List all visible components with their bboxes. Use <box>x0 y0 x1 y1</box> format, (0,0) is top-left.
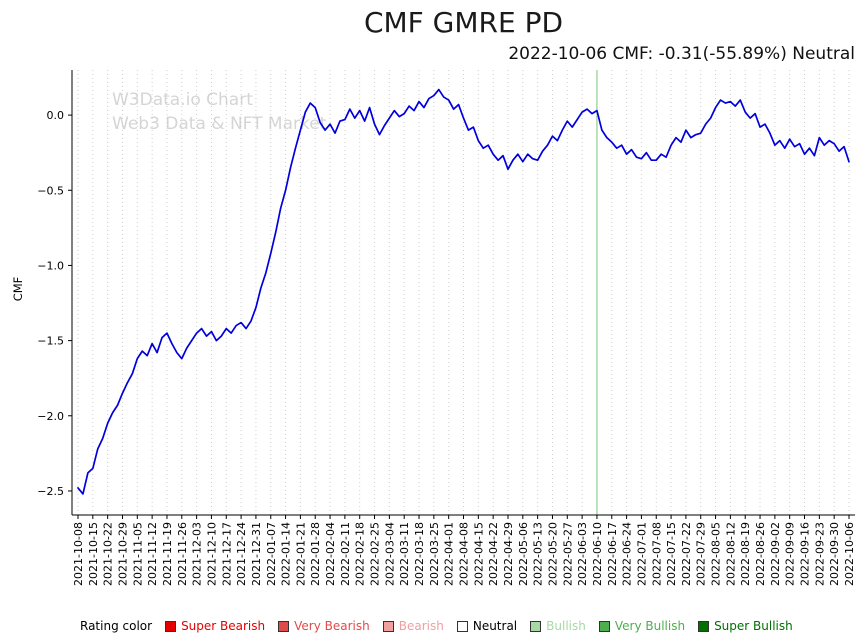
x-tick-label: 2022-04-22 <box>487 522 500 586</box>
x-tick-label: 2022-06-17 <box>606 522 619 586</box>
x-tick-label: 2022-07-22 <box>680 522 693 586</box>
x-tick-label: 2022-08-12 <box>724 522 737 586</box>
x-tick-label: 2021-12-10 <box>205 522 218 586</box>
y-tick-label: 0.0 <box>47 109 65 122</box>
legend: Rating color Super Bearish Very Bearish Be… <box>80 616 793 636</box>
x-tick-label: 2022-06-03 <box>576 522 589 586</box>
x-tick-label: 2022-06-24 <box>621 522 634 586</box>
x-tick-label: 2021-10-15 <box>87 522 100 586</box>
legend-item: Super Bullish <box>698 619 793 633</box>
x-tick-label: 2022-04-01 <box>443 522 456 586</box>
x-tick-label: 2022-09-09 <box>784 522 797 586</box>
y-tick-label: −2.0 <box>37 410 64 423</box>
x-tick-label: 2022-05-20 <box>546 522 559 586</box>
x-tick-label: 2022-04-08 <box>458 522 471 586</box>
legend-prefix: Rating color <box>80 619 153 633</box>
x-tick-label: 2022-02-11 <box>339 522 352 586</box>
x-tick-label: 2022-04-29 <box>502 522 515 586</box>
watermark: W3Data.io Chart Web3 Data & NFT Market <box>112 88 326 136</box>
y-tick-label: −1.0 <box>37 259 64 272</box>
legend-label: Bullish <box>546 619 586 633</box>
x-tick-label: 2022-01-14 <box>280 522 293 586</box>
x-tick-label: 2022-08-05 <box>710 522 723 586</box>
x-tick-label: 2022-05-06 <box>517 522 530 586</box>
legend-item: Bullish <box>530 619 586 633</box>
x-tick-label: 2022-05-13 <box>532 522 545 586</box>
legend-label: Neutral <box>472 619 518 633</box>
x-tick-label: 2022-02-04 <box>324 522 337 586</box>
x-tick-label: 2022-01-07 <box>265 522 278 586</box>
rating-swatch <box>278 620 290 632</box>
x-tick-label: 2021-10-22 <box>102 522 115 586</box>
x-tick-label: 2022-03-25 <box>428 522 441 586</box>
legend-label: Super Bearish <box>181 619 266 633</box>
x-tick-label: 2022-10-06 <box>843 522 856 586</box>
x-tick-label: 2021-12-17 <box>220 522 233 586</box>
rating-swatch <box>165 620 177 632</box>
legend-item: Super Bearish <box>165 619 265 633</box>
x-tick-label: 2022-05-27 <box>561 522 574 586</box>
watermark-line2: Web3 Data & NFT Market <box>112 114 327 134</box>
x-tick-label: 2021-12-31 <box>250 522 263 586</box>
x-tick-label: 2022-07-29 <box>695 522 708 586</box>
x-tick-label: 2021-11-05 <box>131 522 144 586</box>
x-tick-label: 2021-11-26 <box>176 522 189 586</box>
legend-label: Super Bullish <box>714 619 793 633</box>
x-tick-label: 2021-11-12 <box>146 522 159 586</box>
rating-swatch <box>598 620 610 632</box>
y-tick-label: −1.5 <box>37 335 64 348</box>
y-tick-label: −2.5 <box>37 485 64 498</box>
legend-item: Very Bearish <box>278 619 370 633</box>
x-tick-label: 2022-09-16 <box>799 522 812 586</box>
legend-label: Very Bullish <box>614 619 686 633</box>
x-tick-label: 2022-01-28 <box>309 522 322 586</box>
x-tick-label: 2022-08-19 <box>739 522 752 586</box>
rating-swatch <box>530 620 542 632</box>
x-tick-label: 2021-11-19 <box>161 522 174 586</box>
x-tick-label: 2021-12-03 <box>191 522 204 586</box>
x-tick-label: 2022-09-30 <box>828 522 841 586</box>
x-tick-label: 2021-10-29 <box>116 522 129 586</box>
x-tick-label: 2022-07-08 <box>650 522 663 586</box>
legend-item: Very Bullish <box>598 619 686 633</box>
chart-subtitle: 2022-10-06 CMF: -0.31(-55.89%) Neutral <box>508 44 855 64</box>
chart-title: CMF GMRE PD <box>363 6 564 39</box>
watermark-line1: W3Data.io Chart <box>112 90 253 110</box>
rating-swatch <box>382 620 394 632</box>
rating-swatch <box>456 620 468 632</box>
x-tick-label: 2022-02-18 <box>354 522 367 586</box>
legend-label: Bearish <box>398 619 444 633</box>
x-tick-label: 2022-03-04 <box>383 522 396 586</box>
x-tick-label: 2022-07-15 <box>665 522 678 586</box>
x-tick-label: 2022-07-01 <box>635 522 648 586</box>
cmf-line <box>77 88 850 495</box>
x-tick-label: 2022-03-11 <box>398 522 411 586</box>
legend-item: Bearish <box>382 619 444 633</box>
x-tick-label: 2022-03-18 <box>413 522 426 586</box>
x-tick-label: 2022-09-23 <box>813 522 826 586</box>
x-tick-label: 2022-08-26 <box>754 522 767 586</box>
y-tick-label: −0.5 <box>37 184 64 197</box>
x-tick-label: 2021-12-24 <box>235 522 248 586</box>
x-tick-label: 2022-04-15 <box>472 522 485 586</box>
legend-item: Neutral <box>456 619 518 633</box>
legend-label: Very Bearish <box>294 619 370 633</box>
x-tick-label: 2022-02-25 <box>369 522 382 586</box>
x-tick-label: 2022-01-21 <box>294 522 307 586</box>
rating-swatch <box>698 620 710 632</box>
x-tick-label: 2021-10-08 <box>72 522 85 586</box>
x-tick-label: 2022-06-10 <box>591 522 604 586</box>
x-tick-label: 2022-09-02 <box>769 522 782 586</box>
